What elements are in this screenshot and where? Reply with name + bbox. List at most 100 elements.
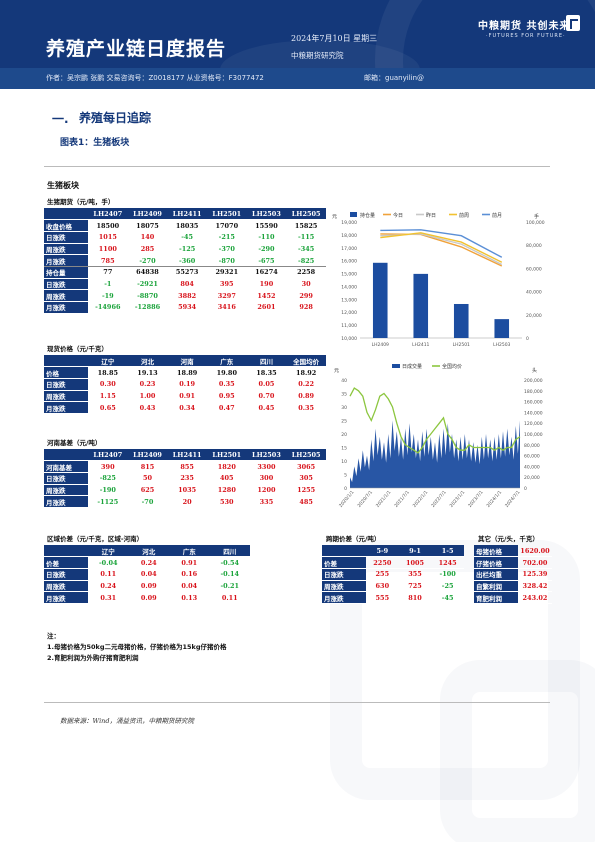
table-cell: 0.89 bbox=[286, 390, 326, 403]
author-bar: 作者：吴宗鹏 张鹏 交易咨询号：Z0018177 从业资格号：F3077472 … bbox=[0, 68, 595, 89]
row-label: 月涨跌 bbox=[44, 401, 88, 414]
table-cell: 0.91 bbox=[167, 390, 207, 403]
x-tick-label: 2021/7/1 bbox=[393, 489, 411, 508]
author-email: 邮箱：guanyilin@ bbox=[364, 74, 425, 82]
bar-open-interest bbox=[372, 262, 388, 338]
line-series-前周 bbox=[380, 232, 503, 263]
table-cell: 405 bbox=[206, 472, 247, 485]
y-tick-label: 19,000 bbox=[341, 220, 357, 226]
y-tick-label: 35 bbox=[341, 392, 347, 398]
table-cell: 335 bbox=[246, 495, 287, 508]
table-row: 仔猪价格 702.00 bbox=[474, 556, 552, 569]
y-tick-label-right: 0 bbox=[526, 336, 529, 342]
table-cell: 19.80 bbox=[206, 366, 247, 379]
table-cell: 17070 bbox=[206, 219, 247, 232]
y-tick-label: 40 bbox=[341, 378, 347, 384]
table-cell: 255 bbox=[366, 568, 399, 581]
column-header: 河南 bbox=[167, 355, 207, 368]
table-cell: -360 bbox=[167, 254, 207, 267]
table-cell: 804 bbox=[167, 278, 207, 291]
table-cell: 0.30 bbox=[88, 378, 128, 391]
column-header: 辽宁 bbox=[88, 355, 128, 368]
table-cell: -1 bbox=[88, 278, 128, 291]
table-row: 周涨跌 0.24 0.09 0.04 -0.21 bbox=[44, 580, 250, 593]
table-cell: -825 bbox=[286, 254, 326, 267]
x-tick-label: 2023/1/1 bbox=[449, 489, 467, 508]
table-cell: 18.89 bbox=[167, 366, 207, 379]
legend-label: 前月 bbox=[492, 212, 502, 219]
table-cell: 3297 bbox=[206, 289, 247, 302]
table-cell: 1820 bbox=[206, 460, 247, 473]
table-cell: 30 bbox=[286, 278, 326, 291]
row-label: 河南基差 bbox=[44, 460, 88, 473]
column-header: LH2505 bbox=[286, 449, 326, 462]
x-tick-label: 2022/1/1 bbox=[412, 489, 430, 508]
row-label: 自繁利润 bbox=[474, 580, 518, 593]
table-cell: 20 bbox=[167, 495, 207, 508]
y-tick-label: 25 bbox=[341, 419, 347, 425]
table-cell: 1620.00 bbox=[518, 545, 552, 558]
table-cell: 2250 bbox=[366, 556, 399, 569]
table-cell: 0.23 bbox=[127, 378, 168, 391]
table-row: 育肥利润 243.02 bbox=[474, 591, 552, 604]
table-cell: 0.43 bbox=[127, 401, 168, 414]
column-header bbox=[44, 208, 88, 221]
column-header: 广东 bbox=[206, 355, 247, 368]
axis-unit-left: 元 bbox=[334, 368, 339, 374]
table-cell: 0.11 bbox=[209, 591, 250, 604]
table-cell: 1255 bbox=[286, 484, 326, 497]
table-row: 价差 2250 1005 1245 bbox=[322, 556, 464, 569]
row-label: 持仓量 bbox=[44, 266, 88, 279]
legend-label: 昨日 bbox=[426, 212, 436, 219]
table-cell: 395 bbox=[206, 278, 247, 291]
report-header: 养殖产业链日度报告 2024年7月10日 星期三 中粮期货研究院 中粮期货 共创… bbox=[0, 0, 595, 68]
x-tick-label: 2024/1/1 bbox=[485, 489, 503, 508]
y-tick-label: 5 bbox=[344, 473, 347, 479]
table-row: 日涨跌 -825 50 235 405 300 305 bbox=[44, 472, 326, 485]
row-label: 周涨跌 bbox=[322, 580, 366, 593]
table-cell: 630 bbox=[366, 580, 399, 593]
bar-open-interest bbox=[413, 273, 429, 338]
table-cell: 235 bbox=[167, 472, 207, 485]
table-cell: 1245 bbox=[431, 556, 464, 569]
table-cell: 0.13 bbox=[169, 591, 210, 604]
table-cell: 0.45 bbox=[246, 401, 287, 414]
x-tick-label: LH2409 bbox=[372, 342, 389, 348]
legend-swatch bbox=[350, 212, 357, 217]
column-header: LH2505 bbox=[286, 208, 326, 221]
axis-unit-right: 手 bbox=[534, 213, 539, 220]
column-header: LH2503 bbox=[246, 449, 287, 462]
table-cell: 190 bbox=[246, 278, 287, 291]
table-cell: 18500 bbox=[88, 219, 128, 232]
y-tick-label: 15,000 bbox=[341, 272, 357, 278]
spot-caption: 现货价格（元/千克） bbox=[47, 345, 108, 353]
table-cell: 55273 bbox=[167, 266, 207, 279]
table-cell: -370 bbox=[206, 243, 247, 256]
y-tick-label: 12,000 bbox=[341, 310, 357, 316]
table-row: 月涨跌 -14966 -12886 5934 3416 2601 928 bbox=[44, 301, 326, 314]
table-cell: 18.35 bbox=[246, 366, 287, 379]
table-cell: 1.15 bbox=[88, 390, 128, 403]
report-org: 中粮期货研究院 bbox=[291, 51, 344, 60]
row-label: 月涨跌 bbox=[44, 254, 88, 267]
table-cell: 1280 bbox=[206, 484, 247, 497]
row-label: 月涨跌 bbox=[44, 495, 88, 508]
table-row: 月涨跌 -1125 -70 20 530 335 485 bbox=[44, 495, 326, 508]
table-cell: 29321 bbox=[206, 266, 247, 279]
table-cell: -12886 bbox=[127, 301, 168, 314]
table-cell: -0.21 bbox=[209, 580, 250, 593]
table-cell: 0.24 bbox=[128, 556, 169, 569]
table-row: 价差 -0.04 0.24 0.91 -0.54 bbox=[44, 556, 250, 569]
y-tick-label-right: 80,000 bbox=[524, 443, 540, 449]
row-label: 月涨跌 bbox=[44, 591, 88, 604]
table-row: 月涨跌 555 810 -45 bbox=[322, 591, 464, 604]
table-cell: 300 bbox=[246, 472, 287, 485]
table-cell: 0.70 bbox=[246, 390, 287, 403]
legend-label: 前周 bbox=[459, 212, 469, 219]
table-cell: 50 bbox=[127, 472, 168, 485]
table-cell: 0.65 bbox=[88, 401, 128, 414]
table-cell: 0.09 bbox=[128, 591, 169, 604]
table-row: 周涨跌 1.15 1.00 0.91 0.95 0.70 0.89 bbox=[44, 390, 326, 403]
column-header: 辽宁 bbox=[88, 545, 129, 558]
row-label: 周涨跌 bbox=[44, 289, 88, 302]
